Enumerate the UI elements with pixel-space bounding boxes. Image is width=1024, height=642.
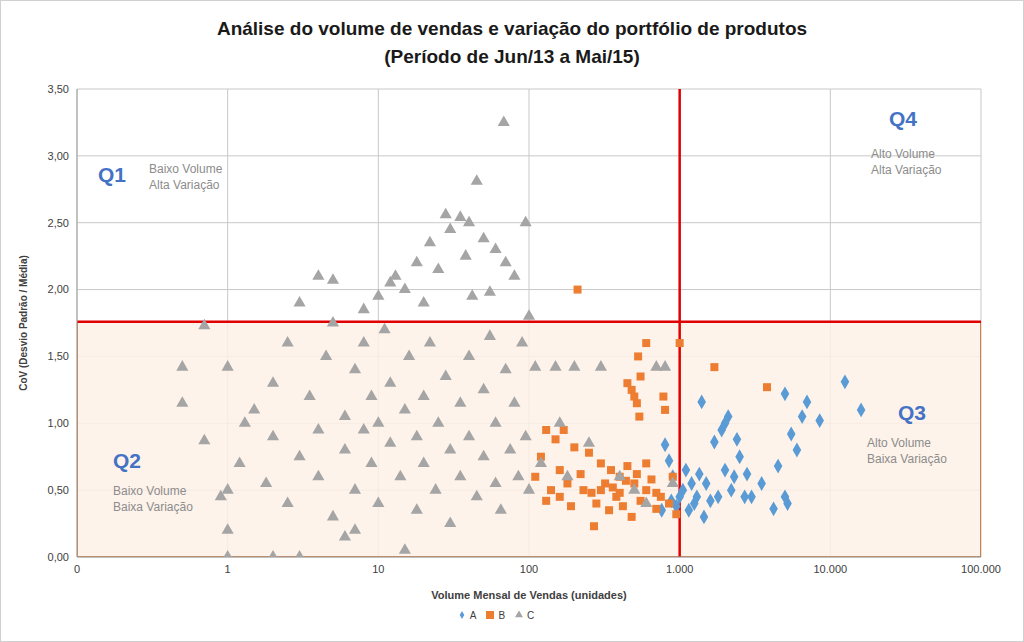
html-text:A: A	[469, 610, 477, 621]
html-text:Alto Volume: Alto Volume	[867, 436, 931, 450]
html-text:Análise do volume de vendas e: Análise do volume de vendas e variação d…	[216, 18, 808, 39]
html-text:Baixa Variação: Baixa Variação	[113, 500, 193, 514]
html-text:Baixo Volume: Baixo Volume	[113, 484, 187, 498]
svg-text:3,00: 3,00	[48, 150, 69, 162]
svg-text:1.000: 1.000	[666, 563, 694, 575]
html-text:(Período de Jun/13 a Mai/15): (Período de Jun/13 a Mai/15)	[384, 46, 640, 67]
svg-text:0,00: 0,00	[48, 551, 69, 563]
html-text:Q4: Q4	[889, 107, 917, 130]
html-text:Q2: Q2	[113, 449, 141, 472]
svg-text:1,00: 1,00	[48, 417, 69, 429]
html-text:B: B	[498, 610, 505, 621]
svg-text:3,50: 3,50	[48, 83, 69, 95]
html-text:Alta Variação: Alta Variação	[149, 178, 220, 192]
svg-text:10.000: 10.000	[814, 563, 848, 575]
html-text:Baixa Variação: Baixa Variação	[867, 452, 947, 466]
html-text:C: C	[527, 610, 535, 621]
html-text:Q3: Q3	[898, 401, 926, 424]
svg-text:100: 100	[520, 563, 538, 575]
svg-text:2,50: 2,50	[48, 217, 69, 229]
svg-text:1,50: 1,50	[48, 350, 69, 362]
html-text:Baixo Volume: Baixo Volume	[149, 162, 223, 176]
svg-text:10: 10	[372, 563, 384, 575]
svg-text:CoV (Desvio Padrão / Média): CoV (Desvio Padrão / Média)	[18, 255, 29, 391]
svg-text:2,00: 2,00	[48, 283, 69, 295]
html-text:Alto Volume: Alto Volume	[871, 147, 935, 161]
svg-text:0: 0	[74, 563, 80, 575]
svg-text:Volume Mensal de Vendas (unida: Volume Mensal de Vendas (unidades)	[431, 589, 627, 601]
svg-text:0,50: 0,50	[48, 484, 69, 496]
svg-text:100.000: 100.000	[961, 563, 1001, 575]
html-text:Q1: Q1	[98, 163, 126, 186]
svg-text:1: 1	[225, 563, 231, 575]
html-text:Alta Variação: Alta Variação	[871, 163, 942, 177]
